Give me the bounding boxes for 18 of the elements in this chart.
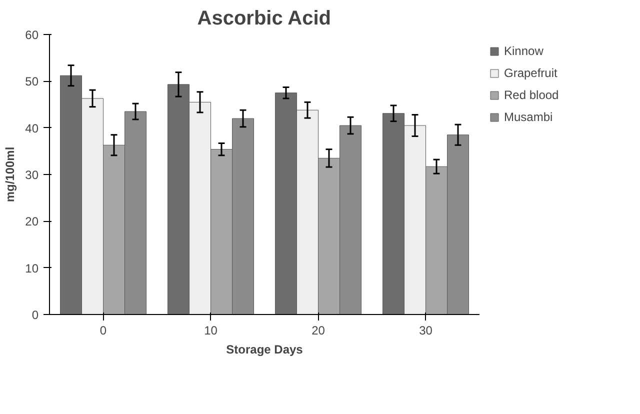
y-tick-label: 0 [32,308,39,322]
x-tick-label: 20 [312,324,326,338]
x-tick-label: 0 [100,324,107,338]
y-tick-label: 30 [25,168,39,182]
chart-title: Ascorbic Acid [197,8,332,30]
legend-label: Red blood [504,88,559,102]
y-tick-label: 40 [25,121,39,136]
x-tick-label: 10 [204,324,218,338]
y-tick-label: 60 [25,28,39,42]
legend-label: Kinnow [504,44,544,58]
y-tick-label: 50 [25,74,39,89]
y-tick-label: 10 [25,261,39,276]
y-tick-label: 20 [25,214,39,229]
x-axis-title: Storage Days [226,342,304,356]
y-axis-title: mg/100ml [3,146,18,202]
x-tick-label: 30 [419,324,433,338]
legend-label: Musambi [504,110,553,124]
legend-label: Grapefruit [504,66,558,80]
